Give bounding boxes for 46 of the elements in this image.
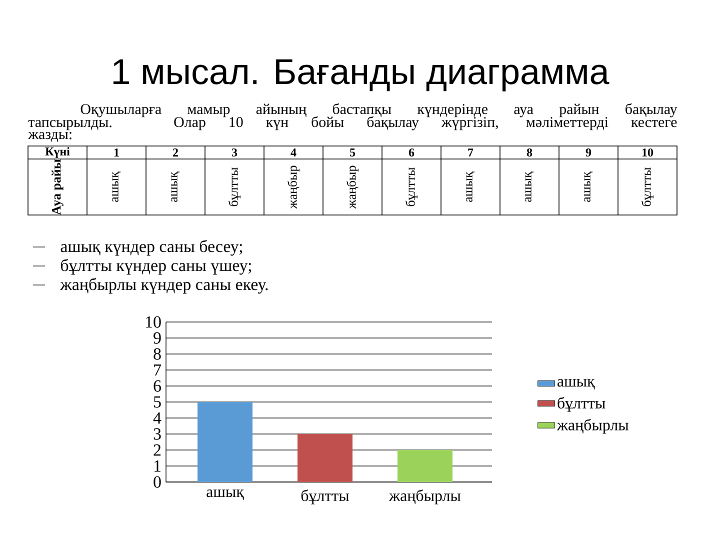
legend-label: бұлтты <box>558 396 606 412</box>
text: Күні <box>45 147 70 158</box>
x-tick-label: жаңбырлы <box>389 490 461 504</box>
text: Ауа райы <box>52 159 64 215</box>
y-tick-label: 7 <box>154 364 162 376</box>
y-tick-label: 8 <box>154 348 161 360</box>
text: ашық <box>584 172 593 202</box>
text: 3 <box>232 148 238 157</box>
y-tick-label: 10 <box>146 316 161 328</box>
text: бұлтты <box>405 168 418 206</box>
y-tick-label: 0 <box>154 476 161 488</box>
y-tick-label: 6 <box>154 380 161 392</box>
text: жаңбыр <box>346 166 359 209</box>
x-tick-label: бұлтты <box>301 490 349 504</box>
legend-label: жаңбырлы <box>556 418 628 434</box>
text: 5 <box>350 148 356 156</box>
y-tick-label: 1 <box>154 460 160 472</box>
y-tick-label: 5 <box>154 396 161 408</box>
text: 1 <box>114 148 119 156</box>
text: бұлтты күндер саны үшеу; <box>61 258 251 275</box>
text: 8 <box>526 148 532 157</box>
text: жаңбырлы күндер саны екеу. <box>60 278 268 294</box>
text: ашық <box>171 172 180 202</box>
y-tick-label: 9 <box>154 332 161 344</box>
text: 4 <box>290 148 296 156</box>
text: ашық <box>466 172 475 202</box>
text: ашық <box>112 172 121 202</box>
x-tick-label: ашық <box>206 490 244 500</box>
chart-title: 1 мысал. Бағанды диаграмма <box>113 59 610 92</box>
text: 9 <box>586 148 592 157</box>
text: ашық күндер саны бесеу; <box>60 240 242 256</box>
y-tick-label: 2 <box>154 444 161 456</box>
text: 10 <box>642 148 654 157</box>
text: жазды: <box>28 132 72 142</box>
text: бұлтты <box>228 168 241 206</box>
text: 6 <box>408 148 414 157</box>
y-tick-label: 4 <box>153 412 162 424</box>
text: жаңбыр <box>287 166 300 209</box>
legend-label: ашық <box>558 378 595 390</box>
text: Оқушыларға мамыр айының бастапқы күндерінде ауа райын бақылау <box>80 103 678 118</box>
text: ашық <box>525 172 534 202</box>
text: тапсырылды. Олар 10 күн бойы бақылау жүргізіп, мәліметтерді кестеге <box>28 116 677 130</box>
text: 2 <box>173 148 178 156</box>
text: 7 <box>468 148 474 156</box>
text: бұлтты <box>641 168 654 206</box>
y-tick-label: 3 <box>154 428 161 440</box>
